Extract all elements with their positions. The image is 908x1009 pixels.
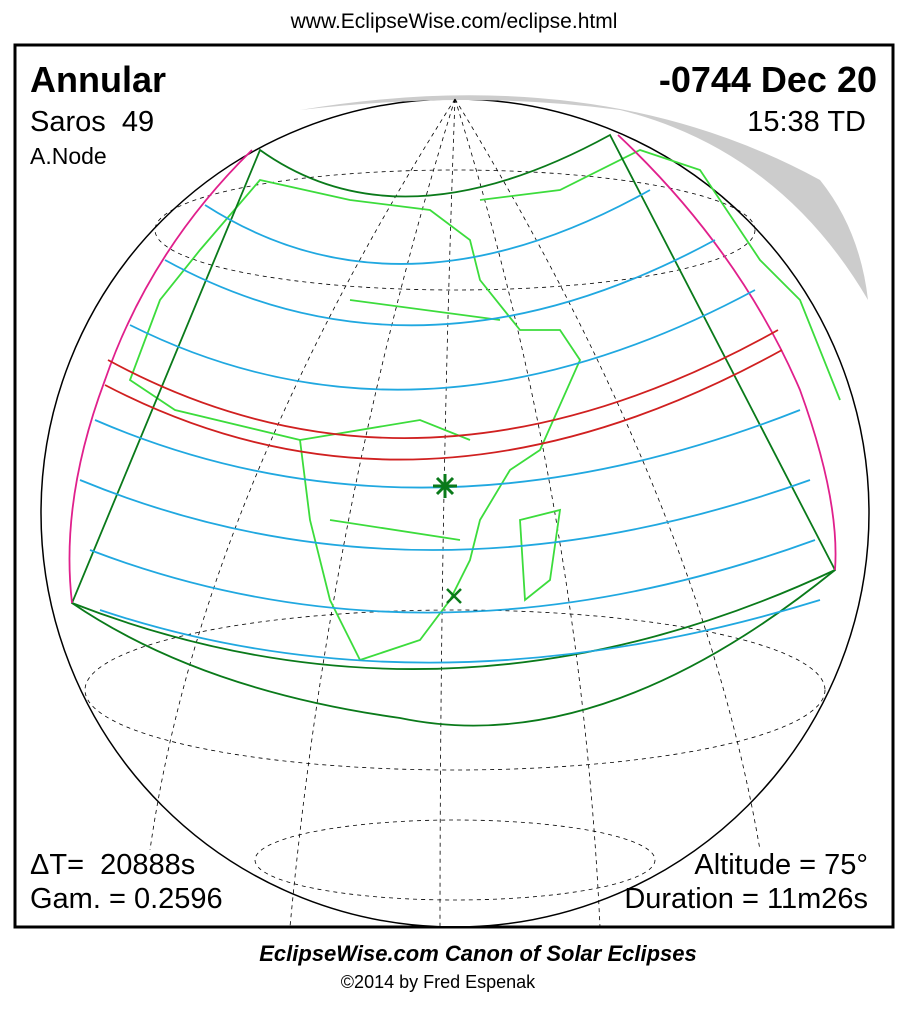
delta-t: ΔT= 20888s [30,849,195,881]
date: -0744 Dec 20 [659,59,877,100]
saros: Saros 49 [30,106,154,138]
duration: Duration = 11m26s [624,883,868,915]
node: A.Node [30,143,107,169]
eclipse-type: Annular [30,59,166,100]
time: 15:38 TD [747,106,866,138]
copyright: ©2014 by Fred Espenak [341,972,536,992]
url: www.EclipseWise.com/eclipse.html [290,10,618,33]
gamma: Gam. = 0.2596 [30,883,223,915]
globe [40,95,870,926]
altitude: Altitude = 75° [694,849,868,881]
footer-title: EclipseWise.com Canon of Solar Eclipses [259,941,697,966]
